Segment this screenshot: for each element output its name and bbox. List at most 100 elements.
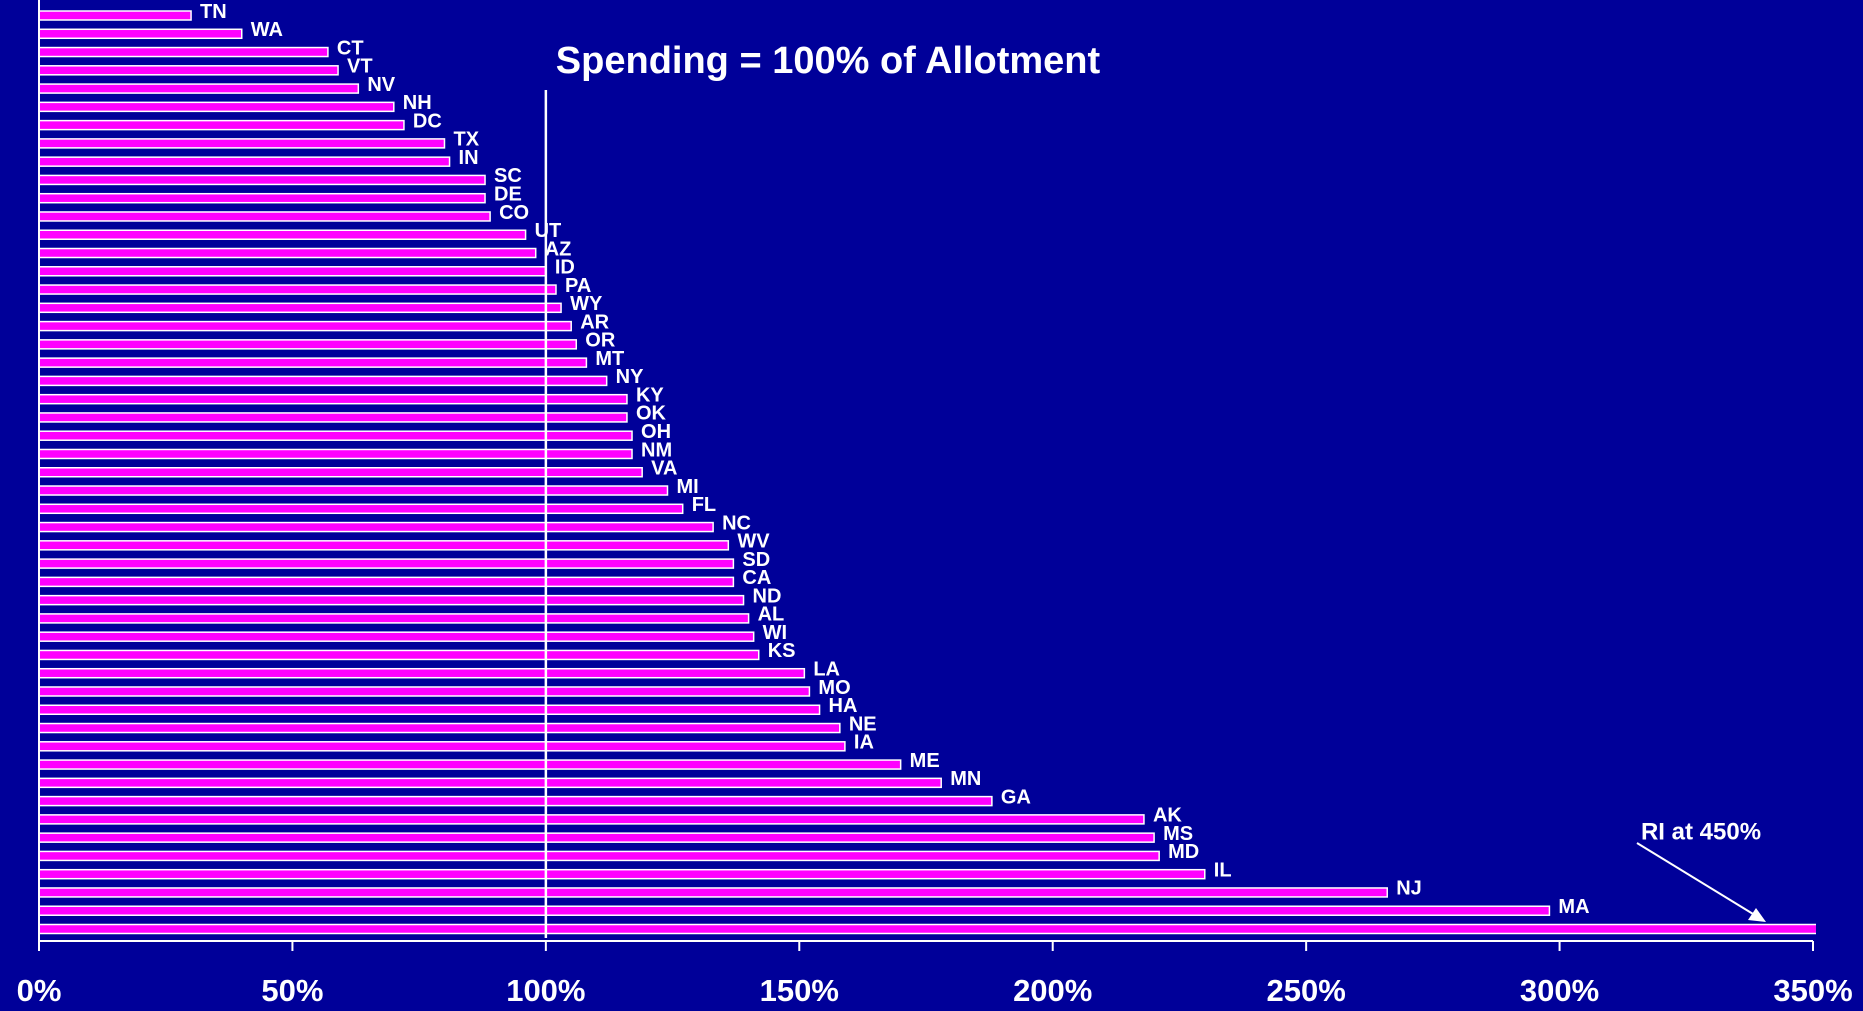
bar-label: SD <box>742 549 770 571</box>
bar-label: FL <box>692 494 716 516</box>
bar <box>38 594 745 606</box>
annotation: RI at 450% <box>1641 818 1761 845</box>
bar <box>38 850 1160 862</box>
bar-label: PA <box>565 275 591 297</box>
bar <box>38 375 608 387</box>
x-tick-label: 200% <box>1013 973 1092 1008</box>
bar-label: ND <box>753 585 782 607</box>
bar <box>38 229 527 240</box>
bar <box>38 448 633 460</box>
bar-label: MO <box>818 677 850 699</box>
bar-label: AR <box>580 311 609 333</box>
bar <box>38 266 547 277</box>
bar <box>38 905 1551 916</box>
bar <box>38 759 902 770</box>
reference-label: Spending = 100% of Allotment <box>556 40 1101 82</box>
bar-label: NM <box>641 439 672 461</box>
bar <box>38 119 405 131</box>
bar <box>38 795 993 807</box>
bar <box>38 302 562 314</box>
x-tick-label: 250% <box>1266 973 1345 1008</box>
bar-label: TX <box>453 129 479 151</box>
bar-label: UT <box>535 220 562 242</box>
bar <box>38 156 451 167</box>
bar-label: ME <box>910 750 940 772</box>
bar-label: MD <box>1168 841 1199 863</box>
bar-label: VA <box>651 458 677 480</box>
bar-label: NE <box>849 713 877 735</box>
bar <box>38 576 735 588</box>
bar-label: WA <box>251 19 283 41</box>
bar <box>38 868 1206 880</box>
bar <box>38 558 735 569</box>
bar <box>38 467 643 478</box>
bar-label: IN <box>459 147 479 169</box>
bar-label: GA <box>1001 786 1031 808</box>
x-tick-label: 300% <box>1520 973 1599 1008</box>
bar <box>38 46 329 58</box>
bar <box>38 485 669 496</box>
bar-label: WV <box>737 531 770 553</box>
annotation-arrow <box>1636 842 1759 918</box>
bar-label: SC <box>494 165 522 187</box>
bar <box>38 284 557 295</box>
bar <box>38 814 1145 825</box>
bar <box>38 832 1155 843</box>
bar <box>38 430 633 441</box>
bar-label: TN <box>200 1 227 23</box>
bar-label: MA <box>1558 896 1589 918</box>
bar-label: CT <box>337 37 364 59</box>
bar-label: KY <box>636 384 664 406</box>
bar-label: KS <box>768 640 796 662</box>
bar <box>38 339 578 350</box>
bar <box>38 211 491 222</box>
x-tick-label: 50% <box>261 973 323 1008</box>
bar-label: MS <box>1163 823 1193 845</box>
bar-label: OH <box>641 421 671 443</box>
bar-label: CO <box>499 202 529 224</box>
bar <box>38 10 192 21</box>
bar-label: LA <box>813 659 840 681</box>
bar <box>38 357 588 368</box>
bar <box>38 649 760 661</box>
bar-label: WI <box>763 622 787 644</box>
x-tick-label: 100% <box>506 973 585 1008</box>
bar-label: HA <box>829 695 858 717</box>
bar-label: NJ <box>1396 878 1422 900</box>
bar-label: WY <box>570 293 603 315</box>
bar <box>38 923 1816 935</box>
bar-label: AK <box>1153 805 1182 827</box>
bar-label: DC <box>413 110 442 132</box>
bar-label: IL <box>1214 859 1232 881</box>
bar <box>38 503 684 515</box>
bar <box>38 65 339 76</box>
bar-label: OR <box>585 330 616 352</box>
bar <box>38 174 486 186</box>
x-tick-label: 150% <box>760 973 839 1008</box>
bar <box>38 320 572 332</box>
bar-label: AZ <box>545 238 572 260</box>
bar <box>38 741 846 752</box>
bar <box>38 777 942 789</box>
x-tick-label: 0% <box>17 973 62 1008</box>
bar <box>38 667 806 679</box>
bar <box>38 412 628 423</box>
annotation-arrowhead <box>1748 908 1766 922</box>
bar <box>38 521 714 533</box>
bar <box>38 28 243 40</box>
bar-label: NH <box>403 92 432 114</box>
bar <box>38 83 360 94</box>
bar <box>38 247 537 259</box>
bar-label: OK <box>636 403 667 425</box>
bar <box>38 192 486 204</box>
bar <box>38 631 755 642</box>
bar-label: MI <box>677 476 699 498</box>
bar-label: CA <box>742 567 771 589</box>
bar-label: AL <box>758 604 785 626</box>
bar-label: IA <box>854 732 874 754</box>
bar-label: NC <box>722 512 751 534</box>
bar-label: NV <box>367 74 395 96</box>
bar-label: ID <box>555 257 575 279</box>
bar-label: MT <box>595 348 624 370</box>
